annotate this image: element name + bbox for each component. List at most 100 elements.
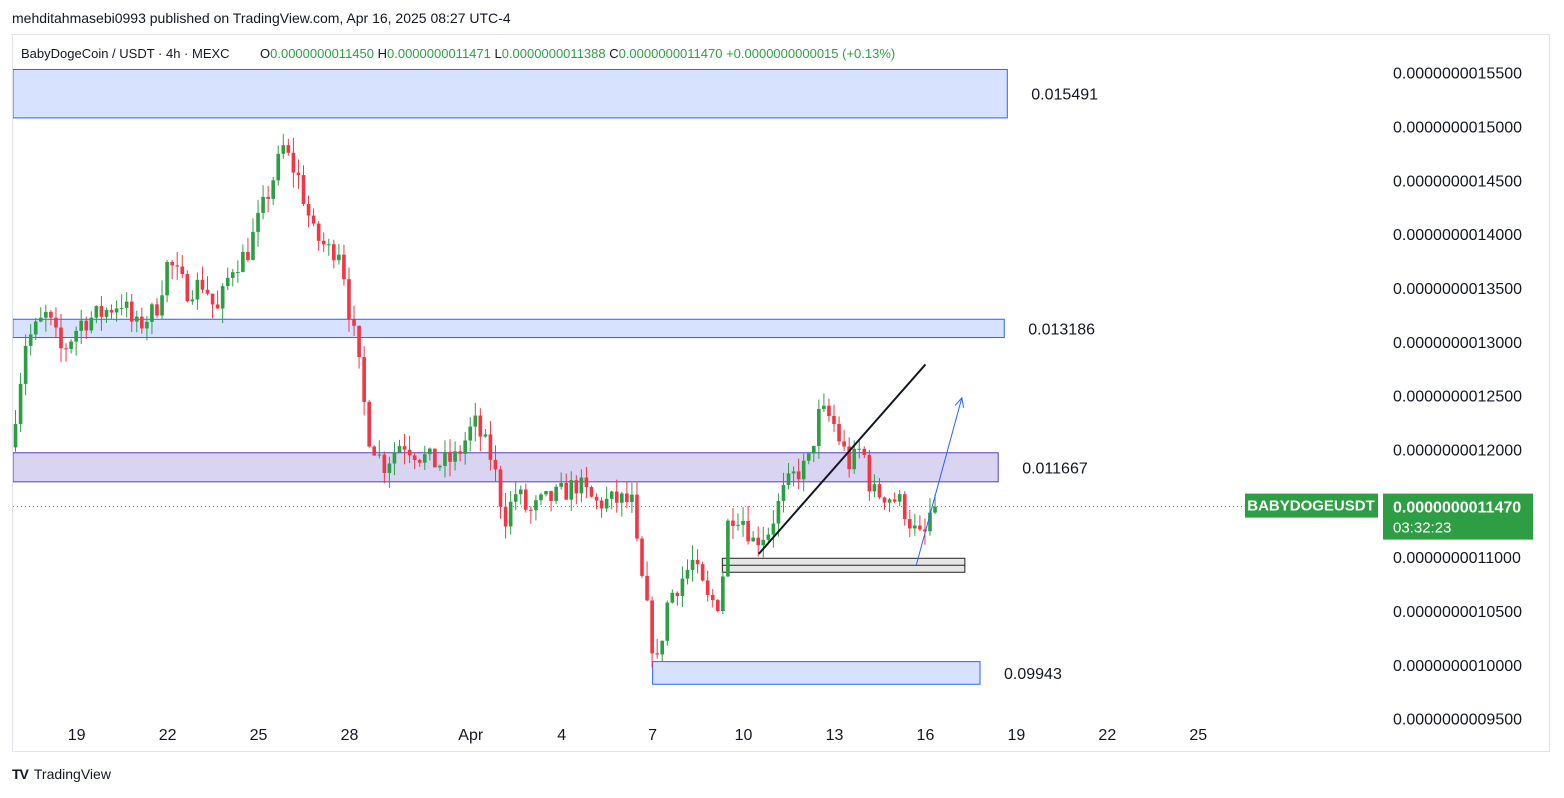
- candle: [23, 334, 28, 396]
- candle: [337, 243, 341, 265]
- candle: [498, 465, 503, 519]
- candle-body: [140, 316, 144, 329]
- y-tick-label: 0.0000000011000: [1393, 550, 1521, 567]
- candle-body: [867, 454, 872, 492]
- y-tick-label: 0.0000000013000: [1393, 335, 1522, 352]
- candle-body: [246, 251, 250, 260]
- candle: [301, 165, 306, 207]
- candle-body: [897, 494, 902, 502]
- candle-body: [195, 279, 200, 300]
- candle: [433, 448, 437, 468]
- candle: [160, 280, 164, 319]
- x-tick-label: 19: [1007, 727, 1025, 744]
- lines-layer: [757, 363, 965, 565]
- candle-body: [44, 311, 48, 318]
- candle: [832, 404, 836, 432]
- candle-body: [160, 295, 164, 316]
- candle-body: [286, 145, 291, 153]
- candle: [119, 294, 124, 316]
- candle-body: [847, 446, 851, 470]
- candle: [710, 589, 715, 608]
- candle: [246, 238, 250, 262]
- candle: [236, 260, 240, 283]
- candle: [220, 283, 225, 324]
- candle-body: [382, 454, 387, 473]
- candle-body: [771, 523, 776, 535]
- candle: [569, 471, 574, 511]
- candle-body: [185, 274, 190, 302]
- y-tick-label: 0.0000000014000: [1393, 227, 1522, 244]
- candle-body: [721, 576, 725, 612]
- candle-body: [438, 465, 442, 468]
- candle-body: [74, 330, 78, 342]
- candle: [458, 445, 462, 462]
- candle: [367, 399, 372, 448]
- footer-brand[interactable]: TV TradingView: [12, 766, 111, 782]
- candle: [554, 484, 558, 505]
- candle-body: [857, 448, 862, 450]
- candle: [746, 505, 750, 545]
- candle: [44, 304, 48, 332]
- candle-body: [675, 592, 680, 596]
- candle-body: [614, 491, 619, 503]
- candle-body: [665, 602, 670, 641]
- candle-body: [655, 653, 659, 655]
- candle: [69, 339, 73, 354]
- candle: [549, 490, 553, 512]
- candle: [559, 472, 563, 490]
- candle: [321, 232, 326, 253]
- candle: [427, 447, 432, 461]
- candle-body: [352, 319, 356, 326]
- candle-body: [89, 317, 94, 331]
- candle-body: [99, 306, 104, 317]
- candle-body: [417, 459, 422, 463]
- ohlc-legend: BabyDogeCoin / USDT · 4h · MEXC O0.00000…: [21, 46, 895, 61]
- candle-body: [852, 448, 857, 470]
- candle: [705, 570, 710, 602]
- candle-body: [695, 559, 700, 565]
- candle-body: [175, 265, 180, 267]
- candle-body: [23, 345, 28, 384]
- candle-body: [251, 231, 255, 260]
- candle: [443, 440, 447, 478]
- candle-body: [478, 415, 483, 437]
- candle-body: [544, 490, 548, 495]
- x-tick-label: 28: [341, 727, 359, 744]
- candle-body: [225, 277, 230, 287]
- candle-body: [685, 569, 690, 579]
- candle-body: [387, 463, 392, 473]
- candle-body: [412, 455, 417, 460]
- candle-body: [877, 484, 882, 498]
- zone-4: [652, 661, 981, 685]
- candle: [185, 270, 190, 303]
- y-tick-label: 0.0000000013500: [1393, 281, 1522, 298]
- price-chart[interactable]: 0.015491 0.013186 0.011667 0.09943 0.000000…: [13, 35, 1549, 751]
- candle: [59, 313, 63, 362]
- candle-body: [781, 485, 786, 501]
- candle-body: [220, 286, 225, 309]
- candle: [94, 305, 99, 324]
- candle-body: [271, 180, 276, 199]
- candle-body: [584, 477, 589, 488]
- candle-body: [407, 449, 412, 456]
- candle-body: [332, 244, 336, 261]
- candle: [614, 479, 619, 513]
- candle: [64, 343, 68, 362]
- candle: [49, 310, 53, 326]
- candle-body: [630, 494, 634, 502]
- candle-body: [523, 489, 528, 510]
- symbol-tag: [1245, 493, 1378, 518]
- x-tick-label: 7: [648, 727, 657, 744]
- candle-body: [827, 405, 831, 417]
- candle-body: [104, 309, 109, 317]
- candle-body: [49, 311, 53, 318]
- candle-body: [640, 538, 644, 576]
- candle: [190, 290, 195, 305]
- candle: [726, 518, 730, 578]
- candle-body: [236, 271, 240, 273]
- candle: [281, 134, 286, 159]
- candle: [79, 309, 84, 345]
- candle: [145, 315, 149, 341]
- candle-body: [493, 459, 498, 470]
- candle: [862, 446, 867, 459]
